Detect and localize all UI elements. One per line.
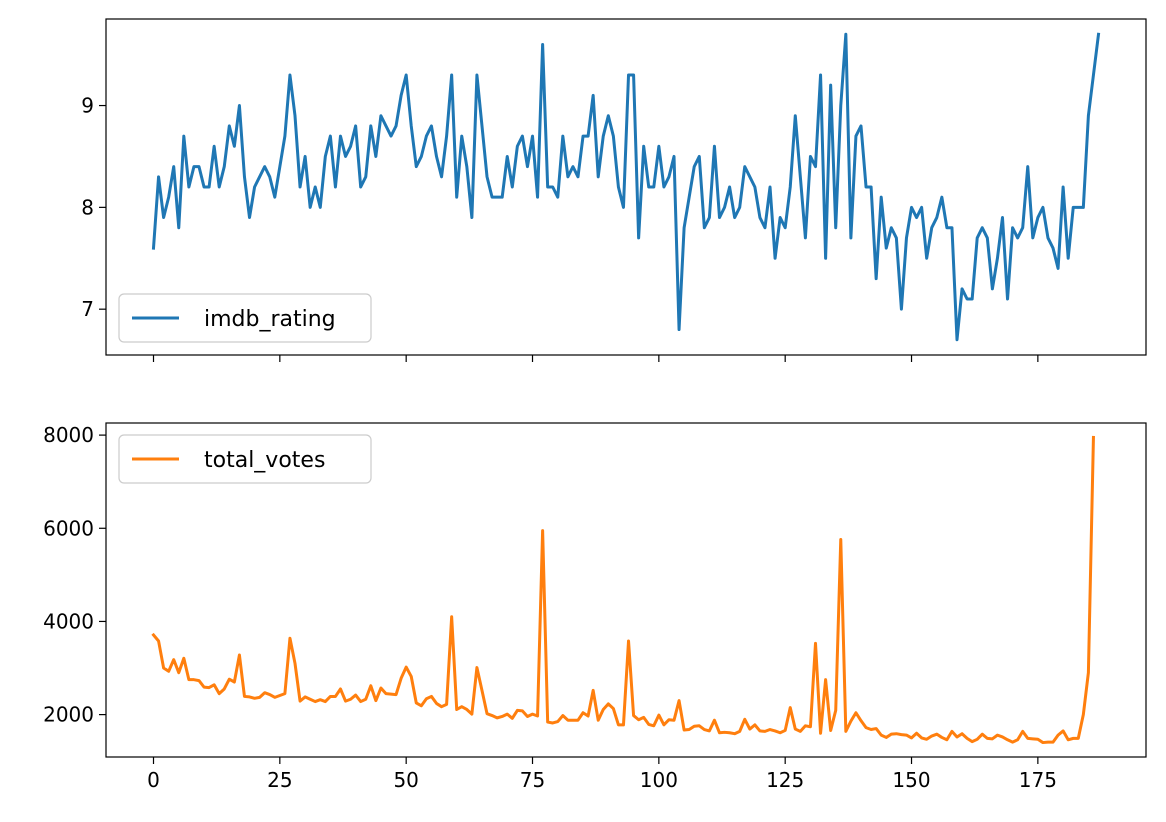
votes-ytick-label: 6000 (43, 516, 94, 540)
votes-subplot: 2000 4000 6000 8000 0 25 50 75 100 125 150 175 tot… (43, 422, 1147, 792)
votes-ytick-label: 2000 (43, 703, 94, 727)
votes-yticks: 2000 4000 6000 8000 (43, 423, 106, 727)
rating-legend-label: imdb_rating (204, 307, 336, 332)
votes-xtick-label: 175 (1019, 768, 1057, 792)
votes-xtick-label: 100 (640, 768, 678, 792)
votes-xtick-label: 25 (267, 768, 292, 792)
votes-ytick-label: 8000 (43, 423, 94, 447)
votes-xtick-label: 125 (766, 768, 804, 792)
rating-xticks (152, 355, 1039, 362)
rating-legend: imdb_rating (118, 293, 372, 343)
votes-series-line (151, 435, 1095, 745)
votes-legend: total_votes (118, 434, 372, 484)
rating-ytick-label: 9 (81, 94, 94, 118)
votes-xtick-label: 150 (892, 768, 930, 792)
votes-xtick-label: 0 (147, 768, 160, 792)
rating-series-line (151, 32, 1101, 342)
rating-legend-box (118, 293, 372, 343)
votes-ytick-label: 4000 (43, 609, 94, 633)
votes-xtick-label: 50 (393, 768, 418, 792)
votes-legend-label: total_votes (204, 448, 325, 473)
votes-xtick-label: 75 (520, 768, 545, 792)
rating-axes-frame (105, 18, 1147, 356)
votes-xticks: 0 25 50 75 100 125 150 175 (147, 757, 1057, 792)
rating-yticks: 7 8 9 (81, 94, 106, 321)
votes-legend-box (118, 434, 372, 484)
votes-axes-frame (105, 422, 1147, 758)
rating-subplot: 7 8 9 imdb_rating (81, 18, 1147, 362)
votes-line-layer (151, 435, 1095, 745)
rating-ytick-label: 7 (81, 297, 94, 321)
rating-line-layer (151, 32, 1101, 342)
rating-ytick-label: 8 (81, 195, 94, 219)
